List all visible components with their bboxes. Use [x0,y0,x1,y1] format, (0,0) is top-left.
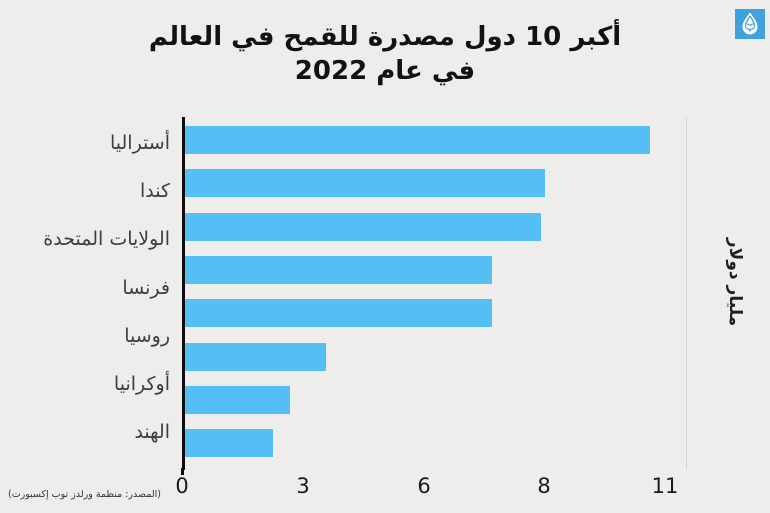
x-tick-6: 6 [417,474,431,498]
bar-7 [185,429,273,458]
bar-1 [185,169,545,198]
value-axis-title: مليار دولار [725,237,745,327]
source-credit: (المصدر: منظمة ورلدز توب إكسبورت) [8,489,161,500]
bar-2 [185,212,541,241]
category-label-5: أوكرانيا [113,373,170,395]
bar-4 [185,299,492,328]
x-tick-8: 8 [537,474,551,498]
bar-chart-plot-area [182,117,687,470]
axis-zero-tick [181,468,184,475]
category-label-3: فرنسا [122,277,170,299]
x-tick-3: 3 [296,474,310,498]
category-label-0: أستراليا [109,132,170,154]
aljazeera-logo [735,9,765,39]
aljazeera-flame-icon [735,9,765,39]
x-tick-11: 11 [651,474,679,498]
bar-5 [185,342,326,371]
value-axis-ticks: 0 3 6 8 11 [0,474,770,502]
x-tick-0: 0 [175,474,189,498]
bar-3 [185,255,492,284]
chart-title: أكبر 10 دول مصدرة للقمح في العالم في عام… [0,20,770,88]
category-label-2: الولايات المتحدة [43,228,170,250]
chart-title-line2: في عام 2022 [294,56,476,86]
bar-0 [185,126,650,154]
category-label-1: كندا [139,180,170,202]
category-label-6: الهند [134,421,170,443]
category-axis-labels: أستراليا كندا الولايات المتحدة فرنسا روسيا أو… [0,117,174,470]
bar-6 [185,385,290,414]
chart-title-line1: أكبر 10 دول مصدرة للقمح في العالم [148,22,622,52]
category-label-4: روسيا [124,325,170,347]
